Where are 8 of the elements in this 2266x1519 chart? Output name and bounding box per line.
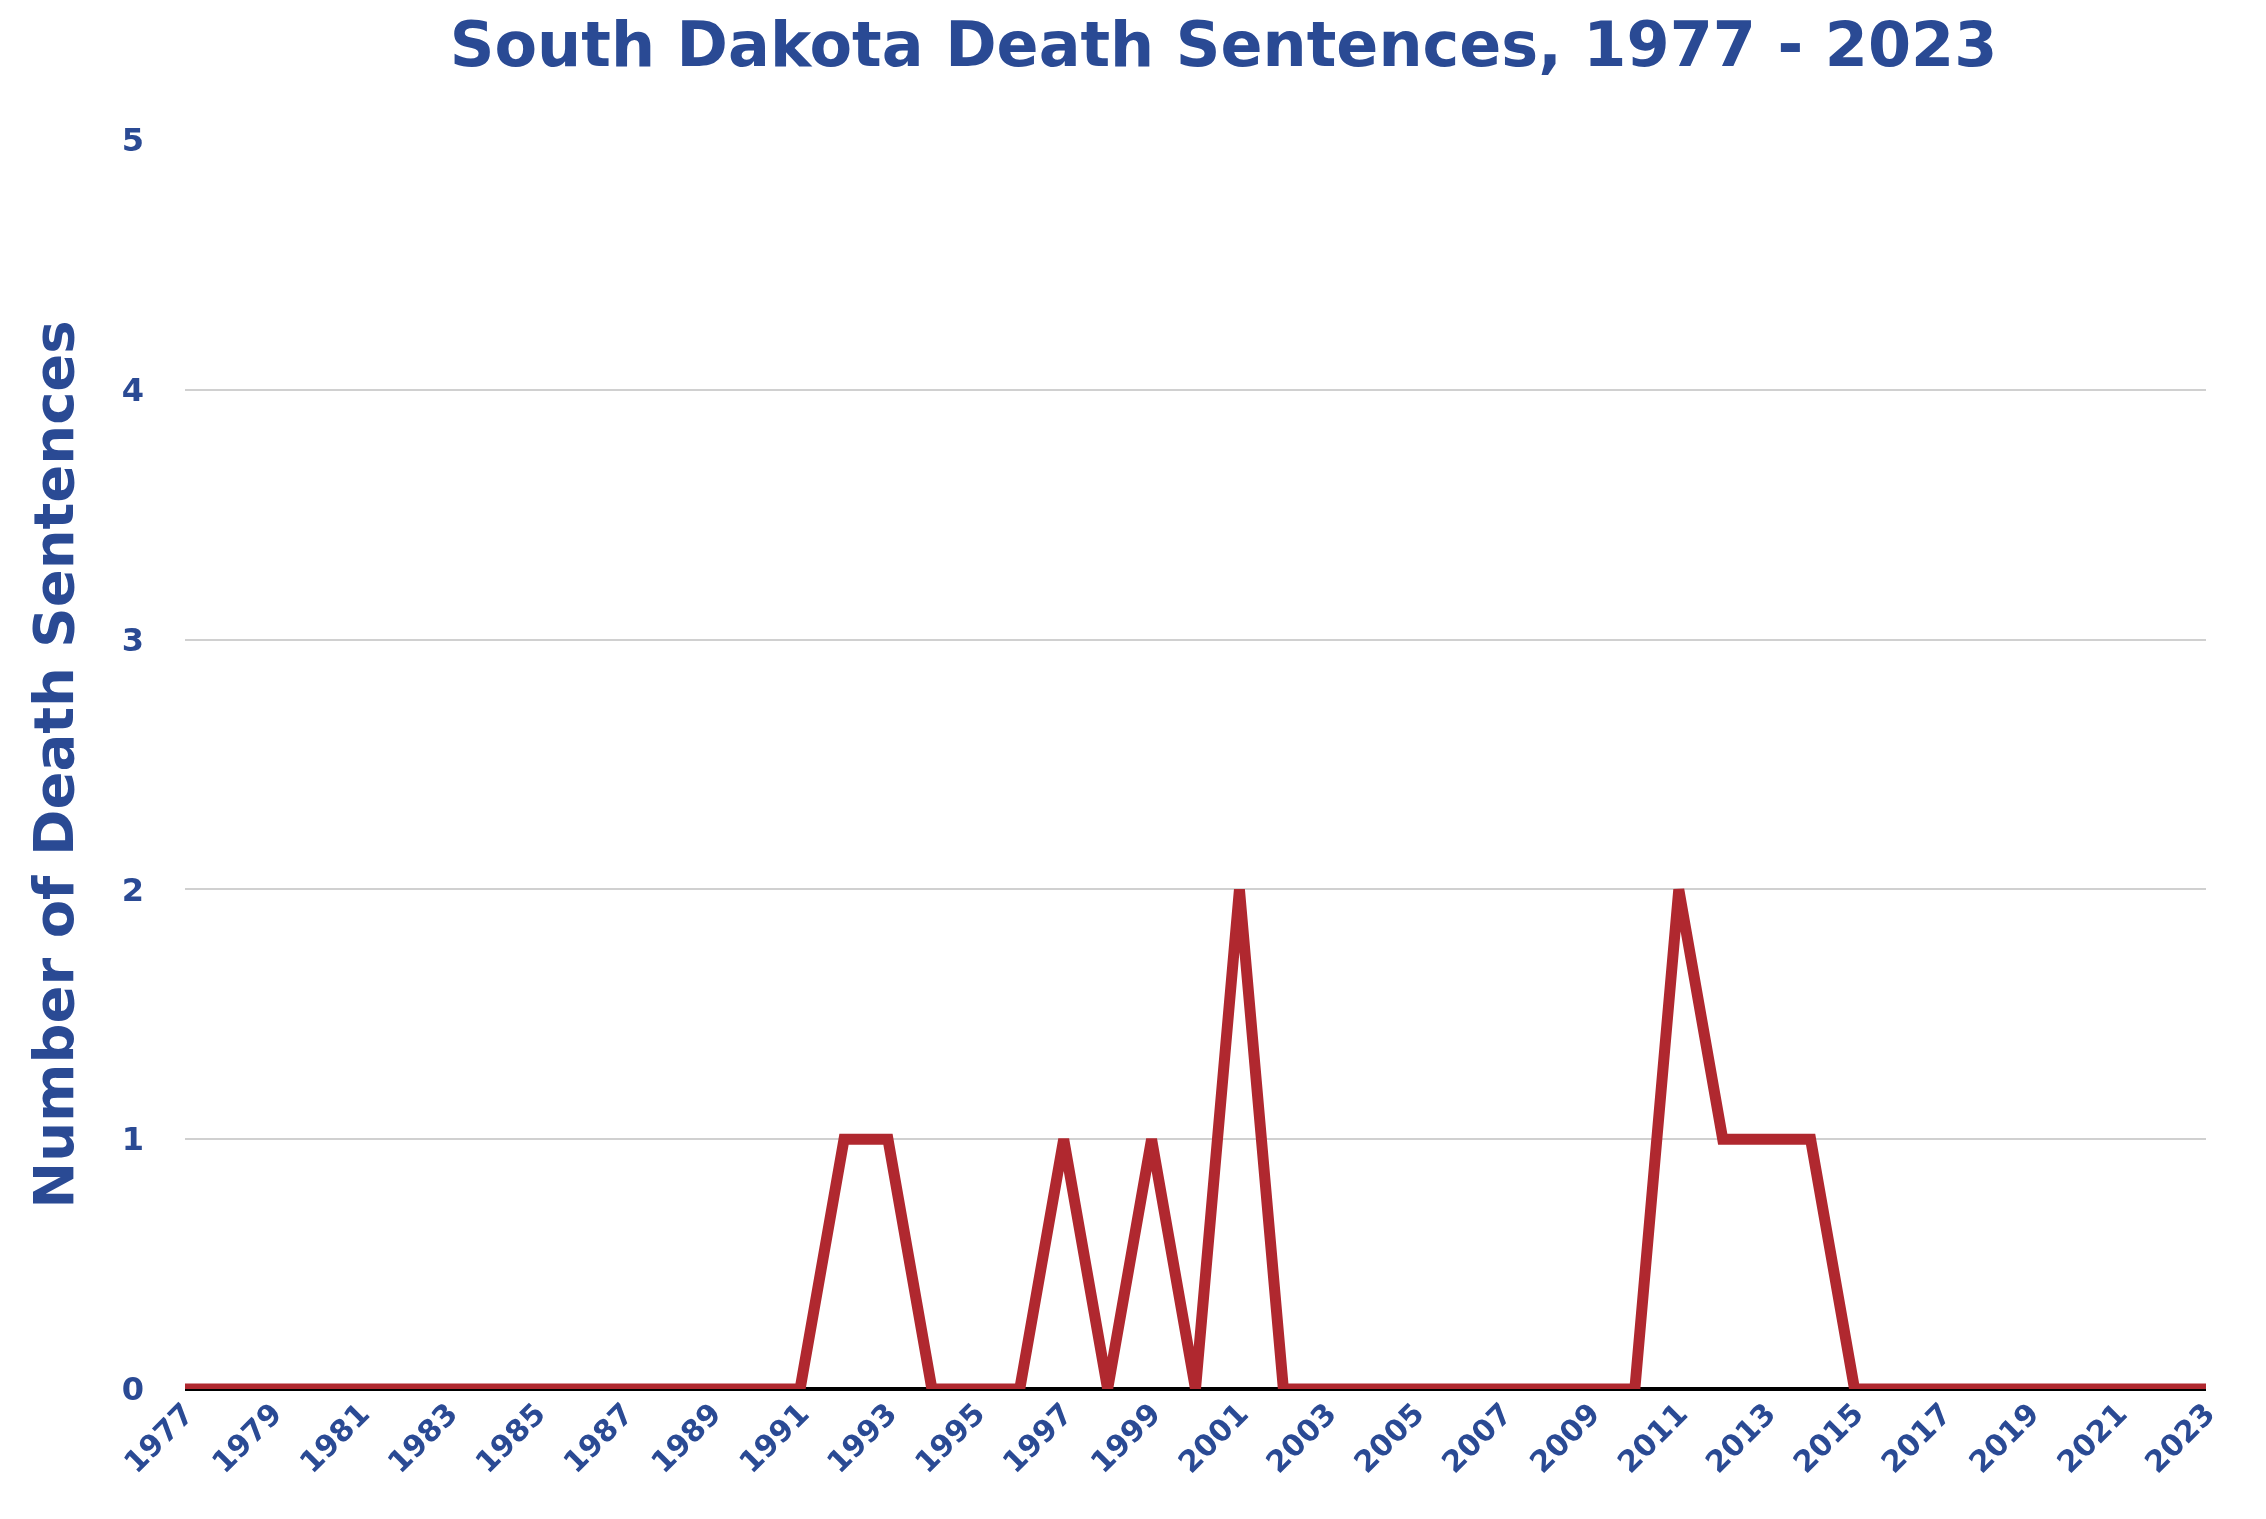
- y-tick-label: 3: [121, 620, 144, 659]
- y-tick-label: 5: [121, 121, 144, 160]
- y-tick-label: 2: [121, 870, 144, 909]
- y-tick-label: 0: [121, 1370, 144, 1409]
- chart-title: South Dakota Death Sentences, 1977 - 2023: [449, 8, 1998, 82]
- y-tick-label: 4: [121, 371, 144, 409]
- y-tick-label: 1: [121, 1120, 144, 1159]
- y-axis-title: Number of Death Sentences: [20, 320, 86, 1209]
